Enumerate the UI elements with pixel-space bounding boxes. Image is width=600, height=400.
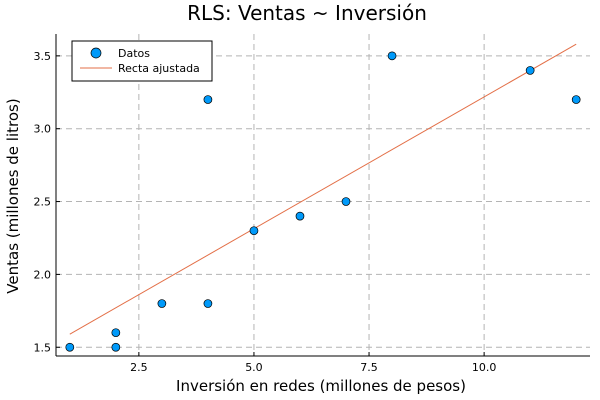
data-point <box>157 299 167 308</box>
y-tick-label: 2.0 <box>34 268 52 281</box>
data-point <box>525 66 535 75</box>
data-point <box>111 342 121 352</box>
x-tick-label: 2.5 <box>130 361 148 374</box>
grid <box>56 34 590 356</box>
data-point <box>341 197 351 206</box>
y-tick-label: 2.5 <box>34 196 52 209</box>
x-axis-label: Inversión en redes (millones de pesos) <box>176 377 466 395</box>
y-axis-label: Ventas (millones de litros) <box>4 98 22 293</box>
data-point <box>387 51 397 61</box>
x-tick-label: 5.0 <box>245 361 263 374</box>
data-point <box>203 95 213 104</box>
y-tick-label: 3.0 <box>34 123 52 136</box>
legend-label-recta: Recta ajustada <box>118 62 200 75</box>
y-tick-label: 1.5 <box>34 341 52 354</box>
ticks: 2.5 5.0 7.5 10.0 1.5 2.0 2.5 3.0 3.5 <box>34 50 497 374</box>
legend: Datos Recta ajustada <box>71 40 213 82</box>
series-points <box>65 51 581 352</box>
x-tick-label: 7.5 <box>360 361 378 374</box>
series-line <box>69 43 577 335</box>
x-tick-label: 10.0 <box>472 361 497 374</box>
data-point <box>111 328 121 338</box>
y-tick-label: 3.5 <box>34 50 52 63</box>
legend-label-datos: Datos <box>118 47 150 60</box>
legend-box <box>71 40 213 82</box>
data-point <box>249 226 259 236</box>
data-point <box>203 299 213 308</box>
data-point <box>571 95 581 104</box>
fit-line <box>69 43 577 335</box>
data-point <box>295 211 305 221</box>
chart-title: RLS: Ventas ~ Inversión <box>187 1 427 25</box>
legend-marker-datos <box>90 47 102 59</box>
data-point <box>65 342 75 352</box>
